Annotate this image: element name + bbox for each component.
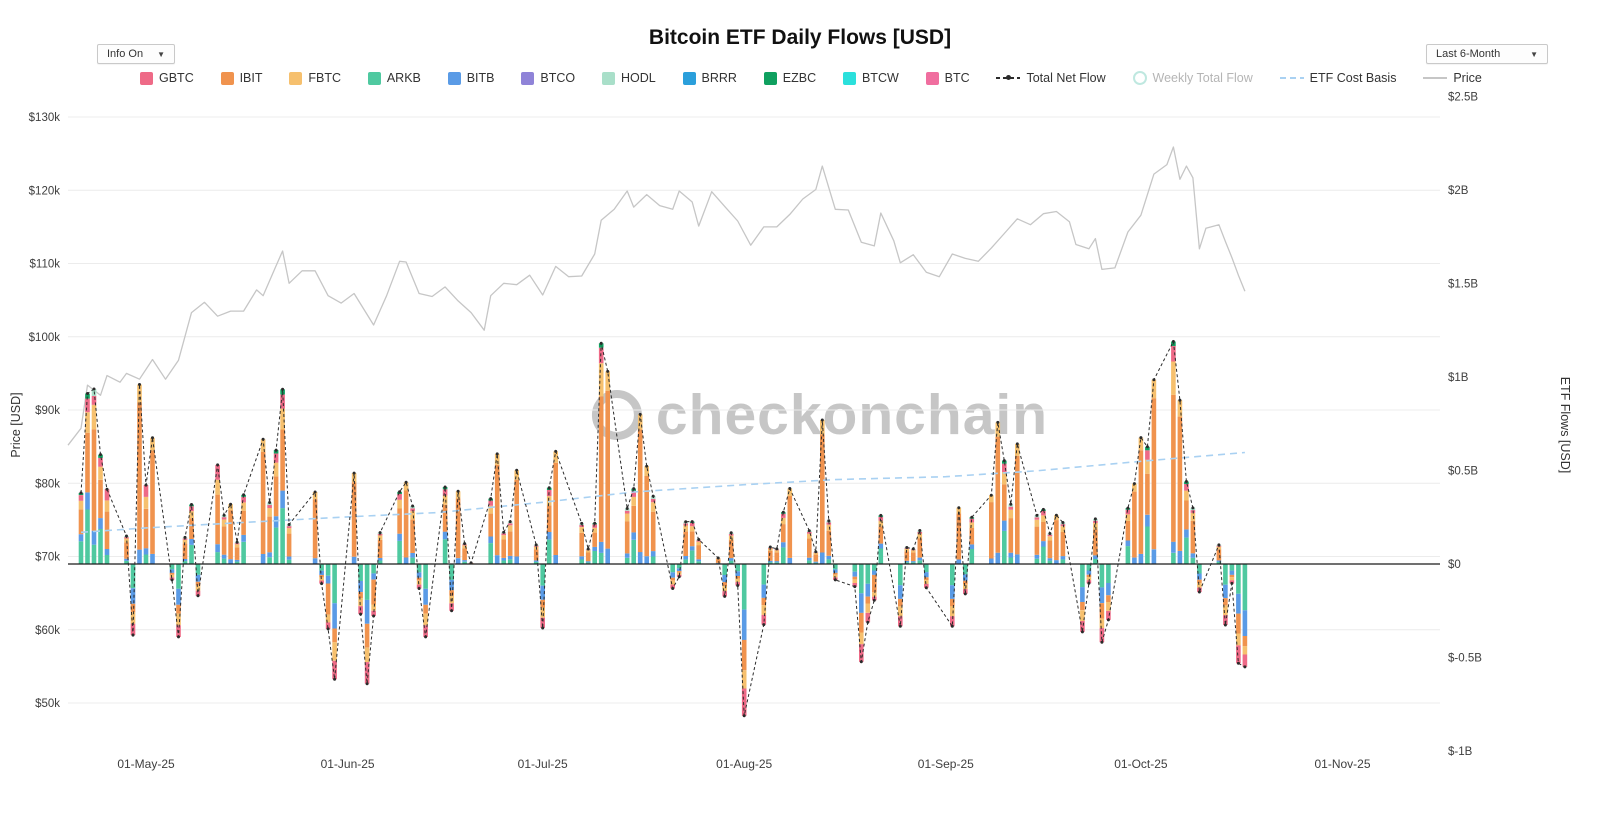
weekly-total-flow-circle-icon xyxy=(1132,71,1147,85)
price-line xyxy=(67,146,1246,446)
legend-item-weekly-total-flow[interactable]: Weekly Total Flow xyxy=(1132,71,1253,85)
legend-item-btc[interactable]: BTC xyxy=(925,71,970,85)
legend-item-etf-cost-basis[interactable]: ETF Cost Basis xyxy=(1279,71,1397,85)
legend-item-price[interactable]: Price xyxy=(1423,71,1482,85)
legend-item-total-net-flow[interactable]: Total Net Flow xyxy=(996,71,1106,85)
daily-flow-bars xyxy=(78,341,1248,716)
legend-label: Weekly Total Flow xyxy=(1152,71,1253,85)
legend-item-bitb[interactable]: BITB xyxy=(447,71,495,85)
legend-label: BTCO xyxy=(540,71,576,85)
info-toggle-dropdown[interactable]: Info On ▼ xyxy=(97,44,175,64)
legend-item-btco[interactable]: BTCO xyxy=(521,71,575,85)
btc-swatch-icon xyxy=(925,71,939,85)
bitb-swatch-icon xyxy=(447,71,461,85)
etf-cost-basis-line xyxy=(80,451,1245,534)
legend-label: Price xyxy=(1453,71,1482,85)
ibit-swatch-icon xyxy=(220,71,234,85)
btco-swatch-icon xyxy=(521,71,535,85)
legend-label: FBTC xyxy=(308,71,341,85)
brrr-swatch-icon xyxy=(682,71,696,85)
legend-label: GBTC xyxy=(159,71,194,85)
legend-item-hodl[interactable]: HODL xyxy=(601,71,656,85)
gridlines xyxy=(68,116,1440,704)
y-right-tick-label: $2B xyxy=(1448,185,1469,197)
x-tick-label: 01-Oct-25 xyxy=(1114,757,1168,771)
x-tick-label: 01-May-25 xyxy=(117,757,175,771)
axis-tick-labels: $130k $120k $110k $100k $90k $80k $70k $60k $50k… xyxy=(29,92,1483,772)
legend-item-btcw[interactable]: BTCW xyxy=(842,71,899,85)
legend-label: BRRR xyxy=(701,71,737,85)
page-title: Bitcoin ETF Daily Flows [USD] xyxy=(648,26,952,49)
hodl-swatch-icon xyxy=(601,71,615,85)
chevron-down-icon: ▼ xyxy=(1530,49,1538,59)
y-right-tick-label: $1B xyxy=(1448,372,1469,384)
x-tick-label: 01-Nov-25 xyxy=(1314,757,1370,771)
legend-label: ARKB xyxy=(386,71,421,85)
legend-label: Total Net Flow xyxy=(1026,71,1106,85)
y-left-tick-label: $90k xyxy=(35,405,60,417)
range-select-label: Last 6-Month xyxy=(1436,48,1501,60)
y-right-tick-label: $0 xyxy=(1448,559,1461,571)
x-tick-label: 01-Aug-25 xyxy=(716,757,772,771)
y-right-tick-label: $-0.5B xyxy=(1448,653,1482,665)
range-select-dropdown[interactable]: Last 6-Month ▼ xyxy=(1426,44,1548,64)
legend-label: BTC xyxy=(944,71,970,85)
legend-label: EZBC xyxy=(782,71,817,85)
gbtc-swatch-icon xyxy=(140,71,153,85)
info-toggle-label: Info On xyxy=(107,48,144,60)
y-left-tick-label: $70k xyxy=(35,552,60,564)
y-left-tick-label: $110k xyxy=(30,259,61,271)
watermark: checkonchain xyxy=(591,382,1049,448)
btcw-swatch-icon xyxy=(842,71,856,85)
y-right-tick-label: $1.5B xyxy=(1448,279,1478,291)
y-left-tick-label: $50k xyxy=(35,698,60,710)
legend: GBTC IBIT FBTC ARKB BITB BTCO HODL BRRR EZBC BTCW… xyxy=(140,71,1482,85)
x-tick-label: 01-Sep-25 xyxy=(918,757,974,771)
ezbc-swatch-icon xyxy=(763,71,777,85)
total-net-flow-markers xyxy=(79,340,1247,718)
legend-item-ezbc[interactable]: EZBC xyxy=(763,71,817,85)
right-axis-title: ETF Flows [USD] xyxy=(1558,376,1572,474)
legend-item-arkb[interactable]: ARKB xyxy=(367,71,421,85)
y-right-tick-label: $0.5B xyxy=(1448,466,1478,478)
legend-label: HODL xyxy=(620,71,656,85)
y-right-tick-label: $-1B xyxy=(1448,746,1473,758)
total-net-flow-line-marker-icon xyxy=(996,75,1021,80)
legend-item-brrr[interactable]: BRRR xyxy=(682,71,737,85)
y-right-tick-label: $2.5B xyxy=(1448,92,1478,104)
y-left-tick-label: $130k xyxy=(29,112,61,124)
legend-label: ETF Cost Basis xyxy=(1309,71,1397,85)
y-left-tick-label: $60k xyxy=(35,625,60,637)
fbtc-swatch-icon xyxy=(289,71,303,85)
total-net-flow-line xyxy=(80,339,1246,716)
etf-cost-basis-dashed-line-icon xyxy=(1279,77,1304,79)
x-tick-label: 01-Jun-25 xyxy=(321,757,375,771)
watermark-text: checkonchain xyxy=(655,383,1049,447)
x-tick-label: 01-Jul-25 xyxy=(518,757,568,771)
y-left-tick-label: $80k xyxy=(35,478,60,490)
arkb-swatch-icon xyxy=(367,71,381,85)
legend-item-ibit[interactable]: IBIT xyxy=(220,71,263,85)
legend-label: IBIT xyxy=(239,71,263,85)
legend-label: BITB xyxy=(466,71,495,85)
y-left-tick-label: $120k xyxy=(29,185,61,197)
legend-label: BTCW xyxy=(861,71,899,85)
y-left-tick-label: $100k xyxy=(29,332,61,344)
legend-item-fbtc[interactable]: FBTC xyxy=(289,71,341,85)
left-axis-title: Price [USD] xyxy=(9,392,23,458)
chevron-down-icon: ▼ xyxy=(157,49,165,59)
legend-item-gbtc[interactable]: GBTC xyxy=(140,71,194,85)
price-line-icon xyxy=(1423,77,1448,79)
